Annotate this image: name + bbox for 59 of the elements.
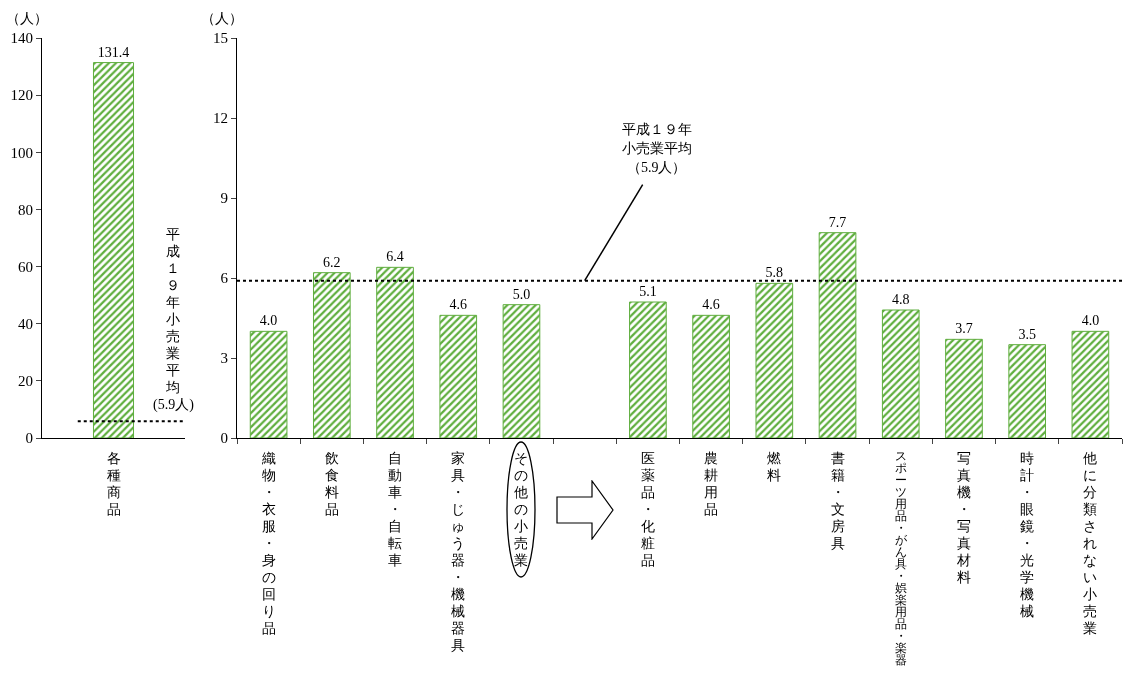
bar [312,272,351,438]
x-tick-label: 燃料 [767,450,782,484]
data-label: 4.6 [702,297,720,313]
y-axis-title: （人） [6,11,48,26]
bar [755,282,794,438]
bar [629,301,667,438]
y-tick-label: 0 [220,430,228,447]
data-label: 6.2 [323,254,341,270]
data-label: 4.8 [892,292,910,307]
y-tick-label: 100 [10,144,33,161]
y-tick-label: 40 [18,315,33,332]
y-tick-label: 15 [213,30,228,47]
data-label: 4.0 [1081,313,1100,329]
data-label: 131.4 [97,44,130,60]
category-label: 家具・じゅう器・機械器具 [451,451,466,653]
data-label: 5.0 [512,286,531,302]
y-tick-label: 0 [25,430,33,447]
bar [881,309,920,438]
x-tick-label: 自動車・自転車 [388,450,403,569]
bar [1008,344,1047,438]
y-tick-label: 9 [220,190,228,207]
y-tick-label: 120 [10,87,33,104]
category-label: スポーツ用品・がん具・娯楽用品・楽器 [894,450,907,666]
bar [692,314,730,438]
x-tick-label: 写真機・写真材料 [956,450,971,586]
x-tick-label: 書籍・文房具 [830,450,845,552]
y-tick-label: 3 [220,350,228,367]
bar [1071,330,1110,438]
category-label: 他に分類されない小売業 [1083,451,1098,636]
data-label: 5.8 [765,265,784,281]
text: 平成１９年小売業平均(5.9人) [153,227,194,413]
bar [945,338,983,438]
x-tick-label: 各種商品 [106,450,121,518]
y-tick-label: 6 [220,270,229,287]
data-label: 4.0 [259,313,278,329]
y-tick-label: 20 [18,373,33,390]
data-label: 5.1 [639,284,657,299]
y-tick-label: 140 [10,30,33,47]
category-label: 時計・眼鏡・光学機械 [1020,451,1035,619]
x-tick-label: 飲食料品 [324,450,339,518]
y-tick-label: 60 [18,258,33,275]
data-label: 6.4 [386,249,404,265]
bar [818,232,857,438]
category-label: 織物・衣服・身の回り品 [261,451,276,636]
y-tick-label: 80 [18,201,33,218]
data-label: 7.7 [828,214,847,230]
y-tick-label: 12 [213,110,228,127]
data-label: 3.5 [1018,326,1036,342]
bar [502,304,541,438]
bar [439,314,478,438]
bar [376,266,414,438]
data-label: 3.7 [955,321,973,337]
bar [249,330,288,438]
ref-line-label: 平成１９年小売業平均（5.9人） [620,120,693,177]
x-tick-label: 農耕用品 [704,450,719,518]
data-label: 4.6 [449,297,467,313]
y-axis-title: （人） [201,11,243,26]
x-tick-label: その他の小売業 [514,450,529,569]
x-tick-label: 医薬品・化粧品 [640,450,655,569]
